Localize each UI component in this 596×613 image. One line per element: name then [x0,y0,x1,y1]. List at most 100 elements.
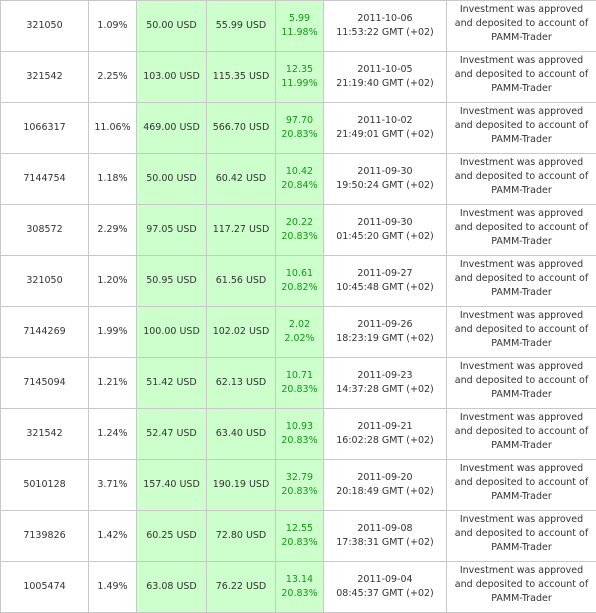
comment: Investment was approved and deposited to… [450,207,593,249]
total-amount-cell: 76.22 USD [207,562,276,613]
date-time: 2011-09-08 [327,522,443,536]
account-id: 7144754 [4,172,85,186]
total-amount: 62.13 USD [210,376,272,390]
share-percent-cell: 2.25% [89,52,137,103]
invested-amount-cell: 50.00 USD [137,154,207,205]
account-id: 1005474 [4,580,85,594]
date-time: 2011-10-06 [327,12,443,26]
invested-amount: 51.42 USD [140,376,203,390]
share-percent-cell: 1.42% [89,511,137,562]
total-amount: 190.19 USD [210,478,272,492]
date-time: 10:45:48 GMT (+02) [327,281,443,295]
account-id-cell: 321542 [1,409,89,460]
share-percent: 3.71% [92,478,133,492]
share-percent: 11.06% [92,121,133,135]
share-percent: 1.21% [92,376,133,390]
date-time: 2011-09-20 [327,471,443,485]
profit: 20.83% [279,230,320,244]
total-amount: 76.22 USD [210,580,272,594]
invested-amount-cell: 51.42 USD [137,358,207,409]
share-percent-cell: 1.21% [89,358,137,409]
profit: 20.83% [279,128,320,142]
account-id: 5010128 [4,478,85,492]
invested-amount: 50.95 USD [140,274,203,288]
account-id-cell: 7139826 [1,511,89,562]
comment-cell: Investment was approved and deposited to… [447,256,596,307]
share-percent: 2.25% [92,70,133,84]
total-amount-cell: 117.27 USD [207,205,276,256]
date-time: 2011-09-21 [327,420,443,434]
share-percent-cell: 1.24% [89,409,137,460]
share-percent-cell: 2.29% [89,205,137,256]
comment: Investment was approved and deposited to… [450,156,593,198]
profit: 97.70 [279,114,320,128]
comment: Investment was approved and deposited to… [450,360,593,402]
invested-amount: 157.40 USD [140,478,203,492]
profit: 11.98% [279,26,320,40]
account-id-cell: 7144754 [1,154,89,205]
account-id-cell: 321542 [1,52,89,103]
total-amount-cell: 115.35 USD [207,52,276,103]
share-percent: 1.49% [92,580,133,594]
total-amount: 55.99 USD [210,19,272,33]
account-id-cell: 308572 [1,205,89,256]
account-id: 7144269 [4,325,85,339]
comment-cell: Investment was approved and deposited to… [447,562,596,613]
invested-amount: 469.00 USD [140,121,203,135]
comment-cell: Investment was approved and deposited to… [447,103,596,154]
date-time: 2011-09-30 [327,165,443,179]
account-id-cell: 5010128 [1,460,89,511]
account-id: 7139826 [4,529,85,543]
share-percent: 1.24% [92,427,133,441]
comment: Investment was approved and deposited to… [450,564,593,606]
profit: 5.99 [279,12,320,26]
invested-amount: 97.05 USD [140,223,203,237]
profit: 20.22 [279,216,320,230]
profit: 10.93 [279,420,320,434]
invested-amount: 50.00 USD [140,172,203,186]
comment-cell: Investment was approved and deposited to… [447,460,596,511]
comment: Investment was approved and deposited to… [450,411,593,453]
invested-amount: 100.00 USD [140,325,203,339]
share-percent-cell: 1.18% [89,154,137,205]
invested-amount-cell: 63.08 USD [137,562,207,613]
invested-amount-cell: 157.40 USD [137,460,207,511]
account-id: 321050 [4,274,85,288]
share-percent-cell: 1.49% [89,562,137,613]
date-time: 11:53:22 GMT (+02) [327,26,443,40]
invested-amount-cell: 100.00 USD [137,307,207,358]
account-id: 1066317 [4,121,85,135]
date-time: 17:38:31 GMT (+02) [327,536,443,550]
share-percent: 2.29% [92,223,133,237]
account-id-cell: 7145094 [1,358,89,409]
share-percent-cell: 1.99% [89,307,137,358]
comment: Investment was approved and deposited to… [450,258,593,300]
date-time: 14:37:28 GMT (+02) [327,383,443,397]
total-amount: 61.56 USD [210,274,272,288]
profit: 20.83% [279,434,320,448]
